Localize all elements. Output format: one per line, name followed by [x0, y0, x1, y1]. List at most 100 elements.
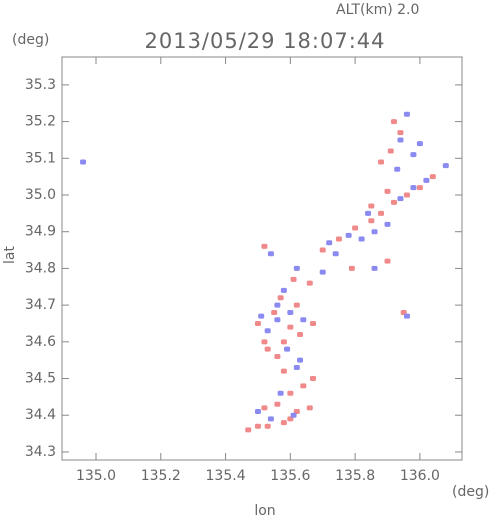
x-tick-label: 135.4: [206, 468, 246, 484]
echo-point: [332, 251, 339, 257]
echo-point: [290, 276, 297, 282]
echo-point: [416, 141, 423, 147]
echo-point: [319, 269, 326, 275]
x-axis-label: lon: [254, 503, 275, 519]
echo-point: [280, 287, 287, 293]
echo-point: [245, 427, 252, 433]
echo-point: [345, 232, 352, 238]
echo-point: [319, 247, 326, 253]
echo-point: [293, 302, 300, 308]
echo-point: [293, 265, 300, 271]
echo-point: [280, 368, 287, 374]
y-tick-label: 34.6: [25, 334, 56, 350]
echo-point: [410, 152, 417, 158]
echo-point: [335, 236, 342, 242]
y-tick-label: 35.2: [25, 114, 56, 130]
echo-point: [297, 331, 304, 337]
echo-point: [371, 265, 378, 271]
echo-point: [306, 405, 313, 411]
echo-point: [352, 225, 359, 231]
echo-point: [384, 188, 391, 194]
echo-point: [261, 243, 268, 249]
x-tick-label: 135.0: [76, 468, 116, 484]
y-tick-label: 34.5: [25, 371, 56, 387]
echo-point: [429, 174, 436, 180]
echo-point: [277, 295, 284, 301]
y-tick-label: 34.3: [25, 444, 56, 460]
echo-point: [390, 119, 397, 125]
echo-point: [280, 339, 287, 345]
echo-point: [254, 409, 261, 415]
echo-point: [300, 383, 307, 389]
echo-point: [442, 163, 449, 169]
x-unit: (deg): [452, 484, 489, 500]
echo-point: [326, 240, 333, 246]
echo-point: [397, 196, 404, 202]
y-tick-label: 34.9: [25, 224, 56, 240]
echo-point: [384, 221, 391, 227]
echo-point: [368, 218, 375, 224]
echo-point: [410, 185, 417, 191]
echo-point: [384, 258, 391, 264]
plot-frame: [61, 56, 463, 461]
echo-point: [80, 159, 87, 165]
echo-point: [287, 390, 294, 396]
y-tick-label: 34.8: [25, 260, 56, 276]
echo-point: [423, 177, 430, 183]
echo-point: [416, 185, 423, 191]
echo-point: [368, 203, 375, 209]
echo-point: [284, 346, 291, 352]
echo-point: [277, 390, 284, 396]
echo-point: [310, 320, 317, 326]
echo-point: [297, 357, 304, 363]
echo-point: [348, 265, 355, 271]
echo-point: [378, 210, 385, 216]
echo-point: [274, 401, 281, 407]
echo-point: [274, 353, 281, 359]
echo-point: [300, 317, 307, 323]
y-tick-label: 35.1: [25, 150, 56, 166]
echo-point: [293, 365, 300, 371]
echo-point: [264, 423, 271, 429]
echo-point: [365, 210, 372, 216]
x-tick-label: 135.2: [141, 468, 181, 484]
echo-point: [261, 339, 268, 345]
echo-point: [271, 309, 278, 315]
echo-point: [397, 130, 404, 136]
x-tick-label: 135.8: [335, 468, 375, 484]
echo-point: [290, 412, 297, 418]
y-tick-label: 35.0: [25, 187, 56, 203]
y-axis-label: lat: [2, 246, 18, 264]
echo-point: [387, 148, 394, 154]
echo-point: [310, 376, 317, 382]
echo-point: [394, 166, 401, 172]
echo-point: [267, 416, 274, 422]
altitude-label: ALT(km) 2.0: [336, 2, 419, 18]
chart-title: 2013/05/29 18:07:44: [144, 29, 385, 53]
echo-point: [274, 317, 281, 323]
y-tick-label: 34.7: [25, 297, 56, 313]
echo-point: [287, 309, 294, 315]
echo-point: [371, 229, 378, 235]
echo-point: [390, 199, 397, 205]
echo-point: [258, 313, 265, 319]
y-tick-label: 34.4: [25, 407, 56, 423]
echo-point: [358, 236, 365, 242]
y-tick-label: 35.3: [25, 77, 56, 93]
echo-point: [403, 313, 410, 319]
echo-point: [254, 423, 261, 429]
x-tick-label: 136.0: [400, 468, 440, 484]
echo-point: [403, 111, 410, 117]
echo-point: [306, 280, 313, 286]
echo-point: [403, 192, 410, 198]
echo-point: [378, 159, 385, 165]
y-unit: (deg): [12, 32, 49, 48]
echo-point: [274, 302, 281, 308]
echo-point: [264, 346, 271, 352]
echo-point: [261, 405, 268, 411]
x-tick-label: 135.6: [270, 468, 310, 484]
echo-point: [287, 324, 294, 330]
echo-point: [267, 251, 274, 257]
echo-point: [264, 328, 271, 334]
